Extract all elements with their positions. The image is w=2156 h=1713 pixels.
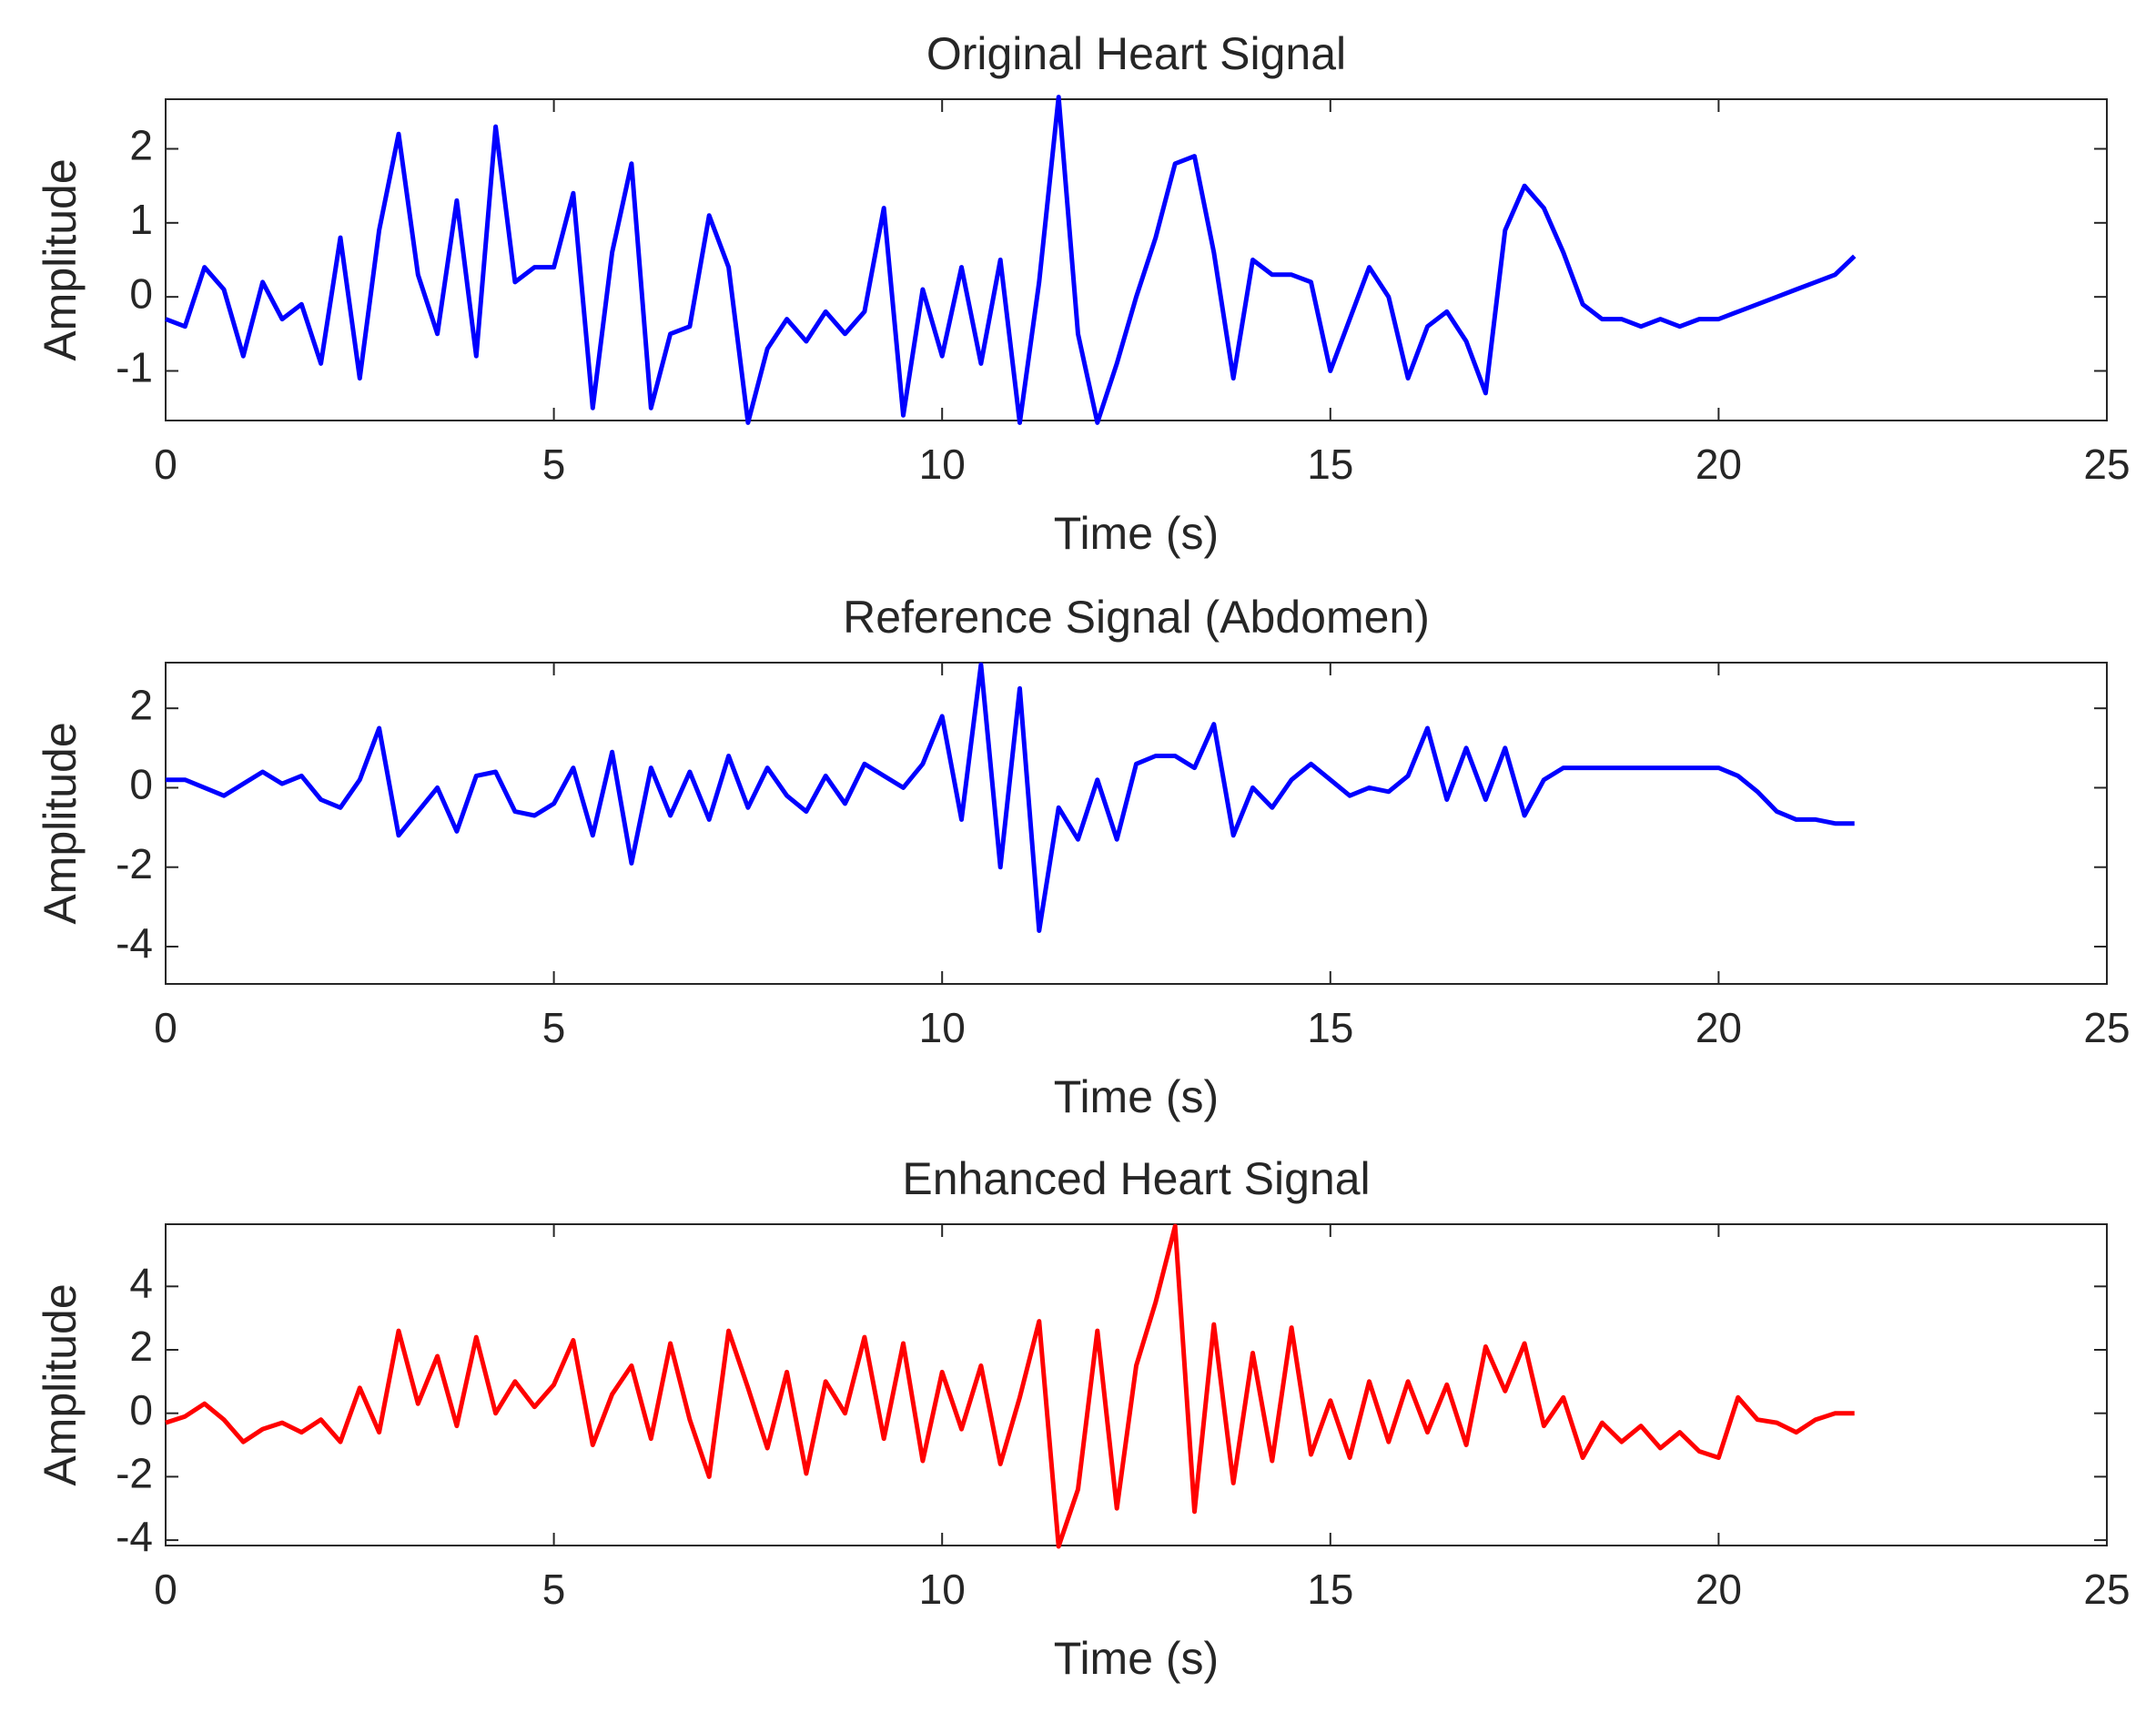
x-axis-label: Time (s) — [1054, 508, 1219, 559]
y-tick-label: 0 — [129, 1386, 153, 1434]
x-tick-label: 25 — [2083, 1004, 2130, 1051]
x-tick-label: 0 — [154, 441, 177, 488]
y-tick-label: -4 — [116, 1513, 153, 1560]
y-tick-label: 0 — [129, 761, 153, 808]
x-tick-label: 15 — [1307, 1566, 1353, 1613]
x-tick-label: 10 — [919, 1004, 966, 1051]
signal-line — [165, 95, 1857, 425]
y-axis-label: Amplitude — [35, 722, 86, 924]
y-tick-label: -1 — [116, 344, 153, 391]
y-tick-label: -4 — [116, 919, 153, 967]
y-tick-label: -2 — [116, 840, 153, 887]
y-tick-label: 4 — [129, 1259, 153, 1306]
y-tick-label: 2 — [129, 122, 153, 169]
plot-area — [165, 98, 2108, 421]
plot-area — [165, 1223, 2108, 1546]
x-tick-label: 20 — [1695, 1004, 1742, 1051]
chart-title: Reference Signal (Abdomen) — [843, 592, 1430, 643]
x-tick-label: 10 — [919, 441, 966, 488]
y-tick-label: 1 — [129, 196, 153, 243]
x-axis-label: Time (s) — [1054, 1633, 1219, 1684]
x-tick-label: 15 — [1307, 441, 1353, 488]
x-tick-label: 20 — [1695, 1566, 1742, 1613]
plot-area — [165, 662, 2108, 985]
x-axis-label: Time (s) — [1054, 1071, 1219, 1122]
chart-title: Original Heart Signal — [926, 28, 1346, 79]
y-axis-label: Amplitude — [35, 1283, 86, 1485]
y-tick-label: 2 — [129, 1323, 153, 1370]
x-tick-label: 15 — [1307, 1004, 1353, 1051]
x-tick-label: 20 — [1695, 441, 1742, 488]
x-tick-label: 25 — [2083, 1566, 2130, 1613]
x-tick-label: 0 — [154, 1566, 177, 1613]
x-tick-label: 5 — [542, 1004, 566, 1051]
signal-line — [166, 662, 1855, 933]
y-tick-label: 2 — [129, 681, 153, 728]
chart-title: Enhanced Heart Signal — [902, 1153, 1370, 1204]
y-axis-label: Amplitude — [35, 158, 86, 360]
x-tick-label: 5 — [542, 1566, 566, 1613]
y-tick-label: -2 — [116, 1450, 153, 1497]
x-tick-label: 10 — [919, 1566, 966, 1613]
signal-line — [165, 1223, 1855, 1549]
x-tick-label: 25 — [2083, 441, 2130, 488]
x-tick-label: 5 — [542, 441, 566, 488]
y-tick-label: 0 — [129, 269, 153, 317]
x-tick-label: 0 — [154, 1004, 177, 1051]
